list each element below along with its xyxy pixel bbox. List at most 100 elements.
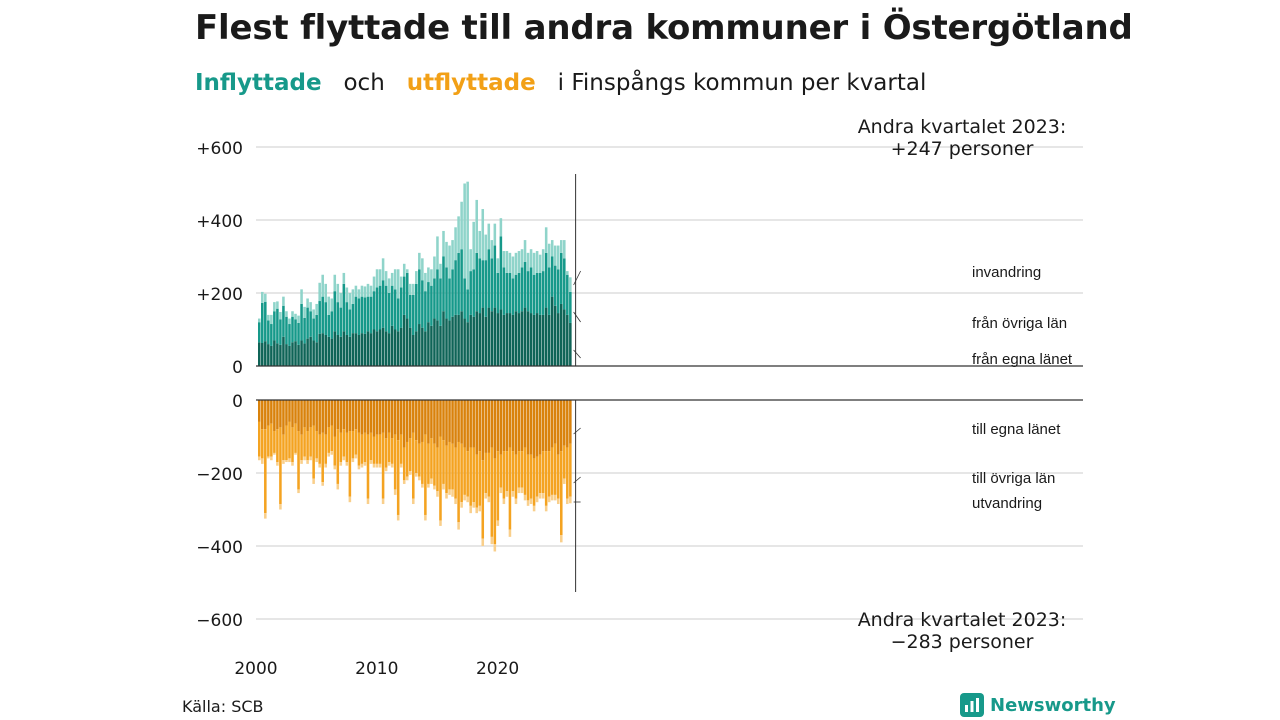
bar-in-other <box>333 291 337 332</box>
bar-in-other <box>393 289 397 330</box>
bar-out-other <box>339 432 343 463</box>
bar-out-other <box>378 434 382 464</box>
bar-in-immig <box>351 289 355 304</box>
grid-lines <box>256 146 1083 620</box>
bar-out-other <box>526 454 530 501</box>
bar-in-other <box>445 267 448 319</box>
bar-out-local <box>291 400 294 428</box>
bar-out-local <box>526 400 530 455</box>
bar-out-other <box>569 443 572 497</box>
bar-out-emig <box>273 452 276 455</box>
bar-out-emig <box>487 496 491 503</box>
label-leader <box>573 270 581 286</box>
bar-in-local <box>472 316 475 366</box>
bar-in-immig <box>427 267 430 283</box>
bar-out-emig <box>402 480 406 484</box>
bar-in-immig <box>541 249 545 272</box>
bar-in-immig <box>463 183 466 279</box>
bar-in-local <box>381 327 385 366</box>
bar-in-local <box>439 325 442 366</box>
bar-in-local <box>354 333 358 366</box>
bar-in-local <box>291 342 294 366</box>
bar-in-local <box>294 341 297 366</box>
bar-in-immig <box>409 283 412 295</box>
bar-in-immig <box>553 245 557 266</box>
bar-in-immig <box>563 240 566 259</box>
bar-out-other <box>327 427 331 453</box>
bar-in-immig <box>261 291 264 303</box>
bar-out-emig <box>430 478 433 484</box>
y-tick-label: −200 <box>196 465 243 485</box>
bar-out-local <box>442 400 445 441</box>
bar-out-emig <box>563 478 566 484</box>
bar-out-local <box>505 400 509 452</box>
bar-out-other <box>258 421 261 457</box>
bar-out-emig <box>478 505 482 512</box>
bar-in-local <box>517 313 521 366</box>
bar-out-local <box>454 400 457 448</box>
bar-in-other <box>315 314 318 343</box>
bar-out-emig <box>390 463 394 468</box>
bar-in-other <box>357 298 361 335</box>
bar-out-other <box>297 431 300 490</box>
bar-in-local <box>535 313 539 366</box>
bar-in-immig <box>490 240 494 259</box>
bar-out-local <box>399 400 403 435</box>
bar-in-other <box>375 287 379 332</box>
bar-in-immig <box>300 289 303 304</box>
bar-out-emig <box>442 483 445 490</box>
bar-out-local <box>553 400 557 444</box>
bar-in-local <box>499 309 503 366</box>
bar-in-other <box>402 276 406 315</box>
bar-in-other <box>345 302 349 335</box>
bar-in-local <box>418 324 421 366</box>
bar-out-emig <box>544 505 548 512</box>
bar-out-other <box>282 434 285 461</box>
bar-in-immig <box>381 258 385 281</box>
y-tick-label: −400 <box>196 538 243 558</box>
bar-in-local <box>336 334 340 366</box>
label-leader <box>573 349 581 359</box>
bar-out-other <box>550 447 554 495</box>
bar-out-local <box>544 400 548 452</box>
bar-out-other <box>508 447 512 530</box>
bar-in-immig <box>348 293 352 310</box>
bar-in-immig <box>297 315 300 323</box>
bar-in-immig <box>324 283 327 303</box>
bar-in-local <box>427 322 430 366</box>
bar-in-local <box>550 296 554 366</box>
bar-out-emig <box>318 463 321 468</box>
bar-in-other <box>563 258 566 310</box>
bar-in-other <box>348 309 352 337</box>
bar-out-emig <box>460 502 463 508</box>
bar-out-emig <box>520 487 524 494</box>
bar-out-other <box>511 451 515 492</box>
x-tick-label: 2000 <box>234 659 277 679</box>
bar-out-local <box>315 400 318 432</box>
bar-in-immig <box>390 272 394 286</box>
bars <box>258 181 572 552</box>
bar-in-local <box>490 311 494 366</box>
bar-out-local <box>279 400 282 428</box>
bar-in-immig <box>339 293 343 308</box>
bar-in-other <box>544 252 548 308</box>
bar-out-other <box>357 432 361 466</box>
bar-in-immig <box>357 289 361 299</box>
bar-in-immig <box>276 301 279 309</box>
bar-out-emig <box>502 498 506 505</box>
labels: +600 +400 +200 0 0 −200 −400 −600 2000 2010 2020 An… <box>196 116 1073 679</box>
bar-out-local <box>433 400 436 444</box>
axes <box>256 174 1083 592</box>
bar-in-other <box>508 272 512 314</box>
bar-out-local <box>448 400 451 442</box>
bar-out-other <box>309 427 312 457</box>
bar-out-emig <box>285 460 288 463</box>
bar-out-other <box>502 451 506 499</box>
bar-out-local <box>475 400 478 455</box>
bar-out-local <box>258 400 261 422</box>
bar-out-local <box>481 400 485 461</box>
bar-in-other <box>312 318 315 341</box>
bar-out-local <box>427 400 430 444</box>
bar-out-other <box>424 434 427 515</box>
chart-subtitle: Inflyttade och utflyttade i Finspångs ko… <box>195 70 926 96</box>
